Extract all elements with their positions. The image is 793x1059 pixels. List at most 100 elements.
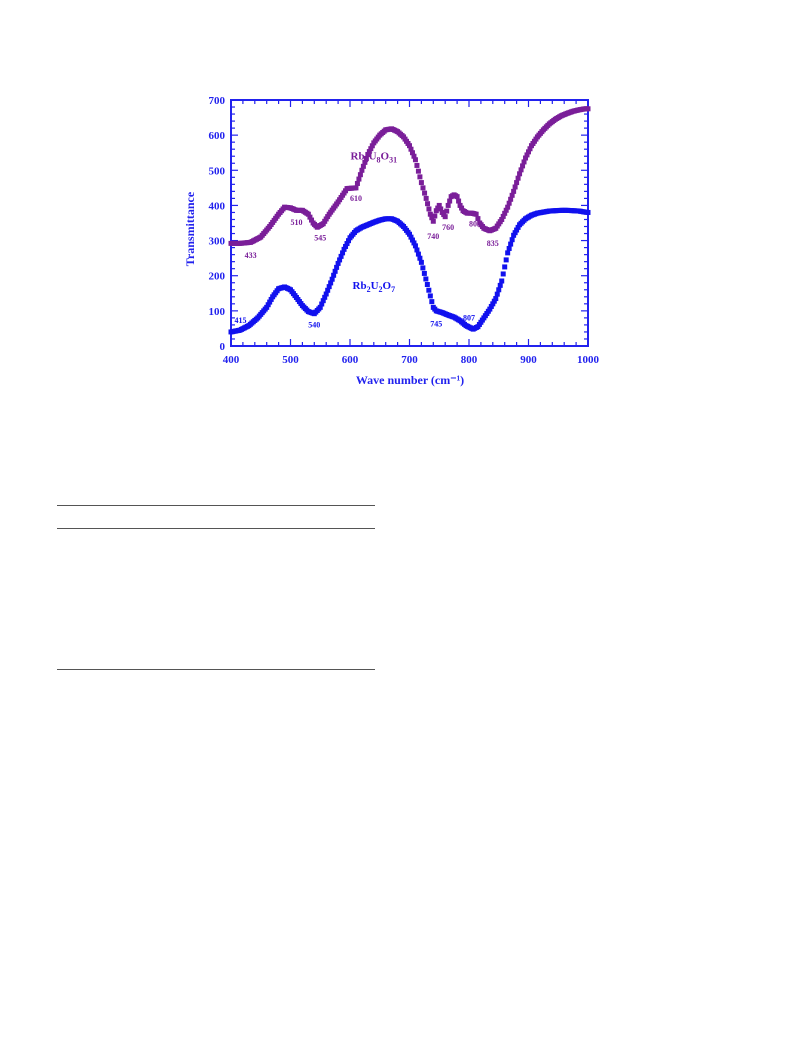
series-rb2u2o7-marker — [488, 303, 494, 309]
series-rb2u2o7-marker — [343, 243, 349, 249]
series-rb2u2o7-marker — [418, 259, 424, 265]
series-rb2u2o7-marker — [424, 282, 430, 287]
series-rb3u8o31-marker — [422, 190, 428, 196]
series-rb2u2o7-marker — [331, 272, 337, 278]
series-rb3u8o31-marker — [307, 214, 313, 220]
x-tick-label: 900 — [520, 354, 537, 366]
series-rb2u2o7-marker — [505, 250, 511, 256]
peak-label-805: 805 — [469, 220, 481, 229]
series-rb2u2o7-marker — [420, 265, 426, 271]
series-rb3u8o31-marker — [423, 195, 429, 201]
series-rb3u8o31-marker — [418, 180, 424, 186]
series-rb2u2o7-marker — [319, 301, 325, 307]
series-rb3u8o31-marker — [362, 159, 368, 165]
series-rb2u2o7-marker — [341, 246, 347, 252]
y-tick-label: 200 — [209, 271, 226, 283]
series-rb2u2o7-marker — [265, 302, 271, 308]
series-rb3u8o31-marker — [429, 215, 435, 221]
y-tick-label: 500 — [209, 165, 226, 177]
series-rb2u2o7-marker — [415, 251, 421, 257]
series-rb3u8o31-marker — [412, 157, 418, 163]
series-rb2u2o7-marker — [334, 264, 340, 270]
series-rb2u2o7-marker — [329, 276, 335, 282]
x-tick-label: 500 — [282, 354, 299, 366]
series-rb2u2o7-marker — [328, 280, 334, 286]
series-rb3u8o31-marker — [305, 211, 311, 217]
series-rb3u8o31-marker — [512, 184, 518, 190]
peak-label-610: 610 — [350, 194, 362, 203]
series-rb2u2o7-marker — [317, 304, 323, 310]
series-rb3u8o31-marker — [508, 196, 514, 202]
series-rb2u2o7-marker — [497, 282, 503, 288]
series-rb2u2o7-marker — [429, 299, 435, 305]
series-rb3u8o31-marker — [426, 206, 432, 212]
series-rb3u8o31-marker — [500, 213, 506, 219]
ir-spectrum-chart: 400 500 600 700 800 900 1000 0 100 200 300 400 500 60… — [183, 95, 600, 387]
y-tick-label: 0 — [220, 341, 226, 353]
series-rb2u2o7-marker — [264, 304, 270, 310]
series-rb3u8o31-marker — [433, 208, 439, 214]
series-rb2u2o7-marker — [493, 296, 499, 302]
series-rb3u8o31-marker — [524, 152, 530, 158]
series-rb3u8o31-marker — [369, 143, 375, 149]
series-rb3u8o31-marker — [445, 202, 451, 208]
series-rb3u8o31-marker — [366, 149, 372, 155]
series-rb3u8o31-marker — [526, 149, 531, 155]
series-rb3u8o31-marker — [409, 150, 415, 156]
y-tick-label: 400 — [209, 200, 226, 212]
peak-label-545: 545 — [314, 234, 326, 243]
series-rb2u2o7-marker — [494, 291, 500, 297]
series-rb3u8o31-marker — [411, 153, 417, 159]
series-rb3u8o31-marker — [415, 168, 421, 174]
series-rb3u8o31-marker — [518, 167, 524, 173]
series-rb3u8o31-marker — [357, 172, 363, 178]
series-rb2u2o7-marker — [338, 253, 344, 259]
y-tick-label: 300 — [209, 236, 226, 248]
series-rb3u8o31-marker — [585, 106, 591, 112]
series-rb2u2o7-marker — [268, 296, 274, 302]
series-rb2u2o7-marker — [496, 287, 502, 293]
series-rb3u8o31-marker — [432, 213, 438, 219]
series-rb2u2o7-marker — [508, 241, 514, 247]
peak-label-745: 745 — [430, 320, 442, 329]
x-axis-label: Wave number (cm⁻¹) — [356, 373, 464, 387]
y-tick-label: 100 — [209, 306, 226, 318]
series-rb3u8o31-marker — [430, 218, 436, 224]
series-rb3u8o31-marker — [506, 200, 512, 206]
series-rb3u8o31-marker — [515, 175, 521, 181]
table-header-rule — [57, 528, 375, 529]
series-rb2u2o7-marker — [412, 243, 418, 249]
series-rb3u8o31-marker — [407, 143, 412, 149]
peak-label-807: 807 — [463, 314, 475, 323]
series-rb3u8o31-marker — [473, 211, 479, 217]
series-rb3u8o31-marker — [521, 159, 527, 165]
series-rb3u8o31-marker — [475, 216, 481, 222]
series-rb2u2o7-marker — [411, 240, 417, 246]
x-tick-label: 1000 — [577, 354, 600, 366]
series-rb2u2o7-marker — [500, 271, 506, 277]
series-rb2u2o7-marker — [332, 268, 338, 274]
series-rb3u8o31-marker — [414, 162, 420, 168]
x-tick-label: 800 — [461, 354, 478, 366]
series-rb3u8o31-marker — [523, 155, 529, 161]
series-rb3u8o31-marker — [447, 198, 453, 204]
series-rb2u2o7-marker — [502, 264, 508, 270]
series-label-rb2u2o7: Rb2U2O7 — [353, 280, 396, 294]
series-rb2u2o7-marker — [322, 294, 328, 300]
series-rb2u2o7-marker — [490, 301, 496, 307]
series-rb3u8o31-marker — [517, 171, 523, 177]
peak-label-510: 510 — [290, 218, 302, 227]
series-rb3u8o31-marker — [360, 163, 366, 169]
x-tick-label: 600 — [342, 354, 359, 366]
series-label-rb3u8o31: Rb3U8O31 — [351, 151, 398, 165]
series-rb3u8o31-marker — [417, 174, 423, 180]
series-rb3u8o31-marker — [442, 214, 448, 220]
series-rb3u8o31-marker — [499, 216, 505, 222]
series-rb3u8o31-marker — [354, 180, 360, 186]
series-rb3u8o31-marker — [520, 163, 526, 169]
series-rb3u8o31-marker — [427, 211, 433, 217]
series-rb2u2o7-marker — [325, 287, 331, 293]
series-rb3u8o31-marker — [444, 208, 450, 214]
series-rb2u2o7-marker — [509, 237, 515, 243]
series-rb3u8o31-marker — [527, 146, 533, 152]
